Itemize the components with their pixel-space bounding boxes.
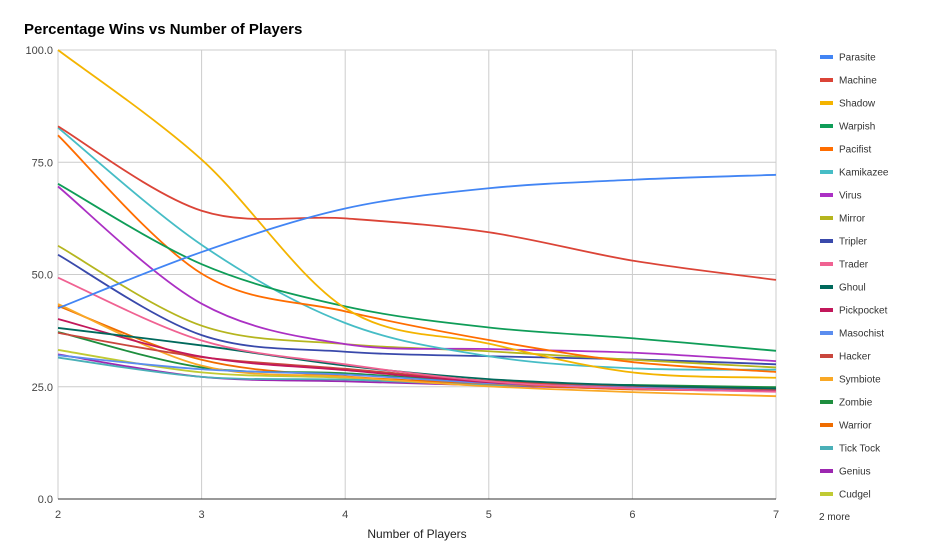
legend-label: Tick Tock <box>839 444 881 455</box>
legend-item[interactable]: Genius <box>820 467 871 478</box>
legend-item[interactable]: Tick Tock <box>820 444 881 455</box>
legend-item[interactable]: Warpish <box>820 122 875 133</box>
chart-title: Percentage Wins vs Number of Players <box>24 21 302 38</box>
legend-label: Ghoul <box>839 283 866 294</box>
legend-item[interactable]: Pickpocket <box>820 306 888 317</box>
legend-label: Hacker <box>839 352 871 363</box>
x-axis-title: Number of Players <box>367 527 466 541</box>
legend-item[interactable]: Masochist <box>820 329 884 340</box>
legend-label: Genius <box>839 467 871 478</box>
x-tick-label: 5 <box>486 509 492 521</box>
legend-item[interactable]: Virus <box>820 191 862 202</box>
legend-item[interactable]: Symbiote <box>820 375 881 386</box>
y-tick-label: 50.0 <box>32 270 53 282</box>
legend-label: Warpish <box>839 122 875 133</box>
legend-item[interactable]: Tripler <box>820 237 868 248</box>
legend-label: Cudgel <box>839 490 871 501</box>
legend-label: Shadow <box>839 99 876 110</box>
x-tick-label: 3 <box>199 509 205 521</box>
series-line-warpish <box>57 183 777 352</box>
y-tick-label: 25.0 <box>32 382 53 394</box>
legend-label: Warrior <box>839 421 872 432</box>
series-line-kamikazee <box>57 126 777 371</box>
legend-item[interactable]: Parasite <box>820 53 876 64</box>
series-lines <box>57 49 777 398</box>
legend-label: Virus <box>839 191 862 202</box>
legend-label: Machine <box>839 76 877 87</box>
x-tick-label: 4 <box>342 509 348 521</box>
legend: Parasite Machine Shadow Warpish Pacifist Kami… <box>820 53 889 501</box>
series-line-symbiote <box>57 303 777 398</box>
legend-item[interactable]: Ghoul <box>820 283 866 294</box>
legend-label: Kamikazee <box>839 168 889 179</box>
legend-label: Symbiote <box>839 375 881 386</box>
x-tick-label: 2 <box>55 509 61 521</box>
legend-label: Trader <box>839 260 869 271</box>
series-line-trader <box>57 276 777 393</box>
legend-label: Mirror <box>839 214 866 225</box>
legend-item[interactable]: Pacifist <box>820 145 871 156</box>
x-tick-label: 6 <box>629 509 635 521</box>
legend-label: Tripler <box>839 237 868 248</box>
legend-item[interactable]: Kamikazee <box>820 168 889 179</box>
legend-item[interactable]: Trader <box>820 260 869 271</box>
series-line-machine <box>57 125 777 281</box>
series-line-shadow <box>57 49 777 379</box>
legend-label: Zombie <box>839 398 873 409</box>
legend-item[interactable]: Zombie <box>820 398 873 409</box>
series-line-pacifist <box>57 134 777 373</box>
y-tick-labels: 0.0 25.0 50.0 75.0 100.0 <box>25 45 53 506</box>
legend-item[interactable]: Shadow <box>820 99 876 110</box>
x-tick-labels: 2 3 4 5 6 7 <box>55 509 779 521</box>
legend-label: Masochist <box>839 329 884 340</box>
legend-label: Pickpocket <box>839 306 888 317</box>
series-line-parasite <box>57 173 777 310</box>
legend-label: Parasite <box>839 53 876 64</box>
legend-label: Pacifist <box>839 145 871 156</box>
series-line-virus <box>57 185 777 363</box>
legend-item[interactable]: Warrior <box>820 421 872 432</box>
y-tick-label: 100.0 <box>25 45 53 57</box>
legend-item[interactable]: Hacker <box>820 352 871 363</box>
y-tick-label: 0.0 <box>38 494 53 506</box>
legend-item[interactable]: Mirror <box>820 214 866 225</box>
series-line-masochist <box>57 354 777 393</box>
x-tick-label: 7 <box>773 509 779 521</box>
legend-more-link[interactable]: 2 more <box>819 512 851 523</box>
legend-item[interactable]: Cudgel <box>820 490 871 501</box>
y-tick-label: 75.0 <box>32 157 53 169</box>
legend-item[interactable]: Machine <box>820 76 877 87</box>
